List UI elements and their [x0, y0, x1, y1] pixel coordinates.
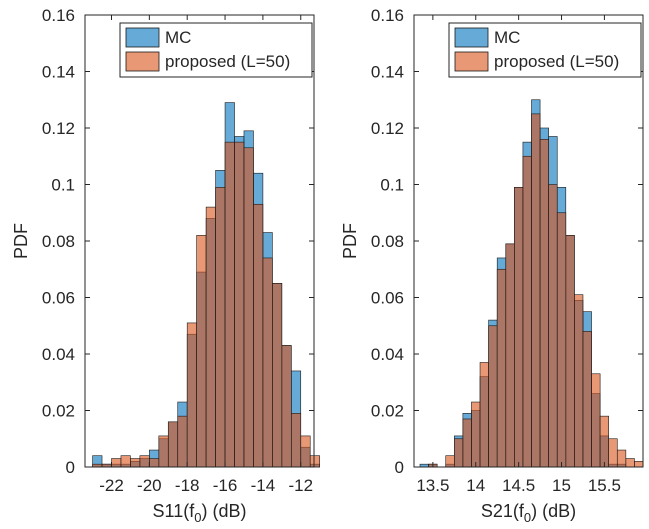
bar	[574, 294, 584, 468]
bar	[539, 139, 549, 468]
bar	[505, 243, 515, 468]
bar	[281, 345, 292, 468]
x-tick-label: -16	[213, 476, 238, 495]
bar	[253, 203, 264, 468]
bar	[290, 413, 302, 468]
x-tick-label: -14	[251, 476, 276, 495]
bar	[548, 184, 558, 468]
legend-swatch	[454, 51, 489, 72]
y-tick-label: 0.1	[51, 176, 75, 195]
y-tick-label: 0	[395, 458, 404, 477]
bar	[531, 113, 541, 468]
bar	[186, 322, 197, 468]
bar	[556, 212, 567, 468]
bar	[565, 235, 575, 468]
y-tick-label: 0.04	[371, 345, 404, 364]
y-tick-label: 0.14	[42, 63, 75, 82]
legend: MC proposed (L=50)	[448, 22, 642, 78]
x-tick-label: -12	[288, 476, 313, 495]
x-tick-label: 14.5	[502, 476, 535, 495]
bar	[496, 268, 507, 468]
bar	[599, 415, 609, 468]
bar	[634, 461, 644, 468]
x-tick-label: 13.5	[416, 476, 449, 495]
x-tick-label: -18	[175, 476, 200, 495]
y-tick-label: 0.02	[42, 402, 75, 421]
bar	[608, 438, 618, 468]
bar	[462, 418, 472, 468]
bar	[591, 373, 601, 468]
bar	[243, 147, 254, 468]
bar	[514, 187, 524, 468]
bar	[522, 155, 532, 468]
bar	[454, 438, 464, 468]
y-tick-label: 0.14	[371, 63, 404, 82]
legend-label: proposed (L=50)	[165, 52, 290, 71]
bar	[158, 435, 169, 468]
y-tick-label: 0.04	[42, 345, 75, 364]
legend-label: proposed (L=50)	[494, 52, 619, 71]
bar	[205, 206, 216, 468]
bar	[120, 455, 131, 468]
bar	[111, 458, 122, 468]
legend: MC proposed (L=50)	[119, 22, 313, 78]
y-tick-label: 0.06	[371, 289, 404, 308]
x-tick-label: -22	[99, 476, 124, 495]
bar	[625, 458, 635, 468]
bar	[471, 401, 481, 468]
x-axis-label: S11(f0) (dB)	[153, 501, 247, 525]
x-tick-label: 14	[466, 476, 485, 495]
bar	[582, 331, 592, 468]
bar	[234, 141, 245, 468]
y-tick-label: 0	[66, 458, 75, 477]
y-tick-label: 0.08	[42, 232, 75, 251]
bar	[196, 235, 207, 468]
bar	[616, 449, 627, 468]
bar	[215, 187, 226, 468]
legend-swatch	[125, 27, 160, 48]
x-tick-label: 15.5	[588, 476, 621, 495]
bar	[262, 257, 273, 468]
legend-label: MC	[165, 28, 191, 47]
legend-swatch	[125, 51, 160, 72]
y-tick-label: 0.02	[371, 402, 404, 421]
bar	[309, 455, 320, 468]
bar	[139, 455, 150, 468]
y-tick-label: 0.16	[42, 6, 75, 25]
bar	[224, 141, 235, 468]
y-axis-label: PDF	[340, 223, 360, 259]
legend-label: MC	[494, 28, 520, 47]
bar	[130, 458, 141, 468]
y-tick-label: 0.08	[371, 232, 404, 251]
chart-1: 0 0.02 0.04 0.06 0.08 0.1 0.12 0.14 0.16 -22 -20 -1…	[11, 6, 320, 525]
bar	[300, 435, 311, 468]
bar	[445, 455, 455, 468]
bar	[488, 325, 498, 468]
y-tick-label: 0.12	[42, 119, 75, 138]
y-tick-label: 0.16	[371, 6, 404, 25]
series-2	[428, 113, 644, 468]
x-tick-label: -20	[137, 476, 162, 495]
y-tick-label: 0.12	[371, 119, 404, 138]
x-axis-label: S21(f0) (dB)	[481, 501, 576, 525]
bar	[149, 458, 160, 468]
y-axis-label: PDF	[11, 223, 31, 259]
y-tick-label: 0.1	[380, 176, 404, 195]
bar	[177, 415, 188, 468]
bar	[272, 283, 283, 468]
y-tick-label: 0.06	[42, 289, 75, 308]
bar	[167, 421, 179, 468]
x-tick-label: 15	[552, 476, 571, 495]
bar	[479, 362, 489, 468]
legend-swatch	[454, 27, 489, 48]
chart-2: 0 0.02 0.04 0.06 0.08 0.1 0.12 0.14 0.16 13.5 14 14…	[340, 6, 644, 525]
